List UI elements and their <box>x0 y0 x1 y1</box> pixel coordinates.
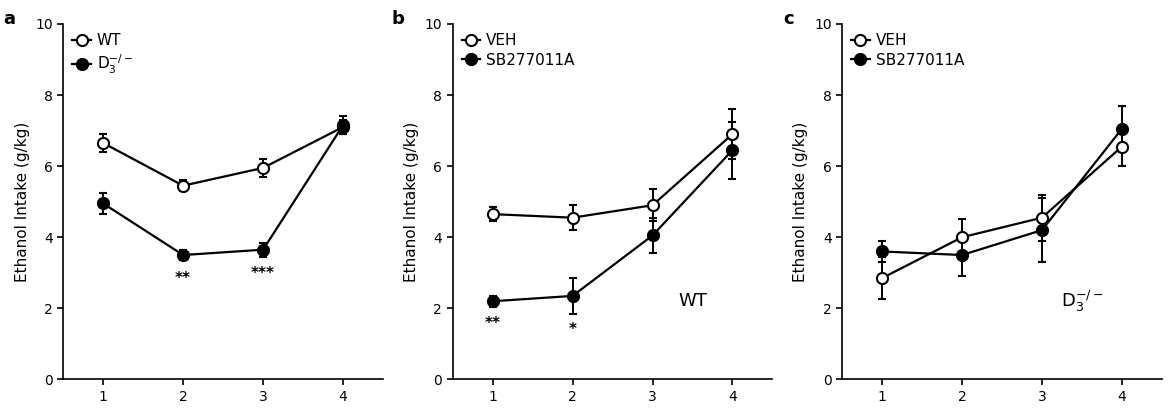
Legend: VEH, SB277011A: VEH, SB277011A <box>846 27 970 74</box>
Text: D$_3^{-/-}$: D$_3^{-/-}$ <box>1060 288 1104 314</box>
Legend: WT, D$_3^{-/-}$: WT, D$_3^{-/-}$ <box>66 27 140 82</box>
Y-axis label: Ethanol Intake (g/kg): Ethanol Intake (g/kg) <box>793 122 808 282</box>
Text: ***: *** <box>251 266 276 281</box>
Text: a: a <box>4 10 15 28</box>
Legend: VEH, SB277011A: VEH, SB277011A <box>456 27 581 74</box>
Text: *: * <box>569 322 577 337</box>
Text: WT: WT <box>678 292 707 310</box>
Text: b: b <box>392 10 405 28</box>
Text: **: ** <box>484 316 501 331</box>
Text: c: c <box>784 10 794 28</box>
Y-axis label: Ethanol Intake (g/kg): Ethanol Intake (g/kg) <box>404 122 419 282</box>
Text: **: ** <box>175 271 191 286</box>
Y-axis label: Ethanol Intake (g/kg): Ethanol Intake (g/kg) <box>14 122 29 282</box>
